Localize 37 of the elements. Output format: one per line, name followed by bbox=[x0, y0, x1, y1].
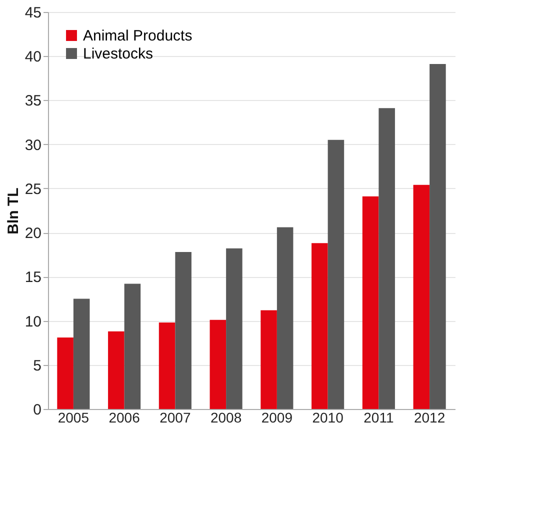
bar bbox=[430, 64, 446, 409]
bar bbox=[73, 298, 90, 409]
y-tick-label: 20 bbox=[24, 225, 42, 242]
bar bbox=[362, 196, 379, 409]
bar bbox=[175, 252, 192, 409]
bar bbox=[226, 248, 242, 409]
bar bbox=[312, 243, 328, 409]
legend-label: Animal Products bbox=[83, 28, 192, 44]
x-tick-label: 2009 bbox=[261, 410, 293, 426]
legend-label: Livestocks bbox=[83, 46, 154, 62]
bar bbox=[378, 108, 395, 409]
bar bbox=[210, 320, 226, 409]
x-tick-label: 2007 bbox=[160, 410, 191, 426]
y-tick-label: 40 bbox=[24, 48, 42, 66]
x-tick-label: 2011 bbox=[364, 410, 394, 426]
y-tick-label: 0 bbox=[33, 402, 42, 418]
x-tick-label: 2008 bbox=[210, 410, 242, 426]
y-tick-label: 10 bbox=[24, 313, 42, 330]
bar bbox=[276, 227, 294, 409]
bar bbox=[124, 284, 141, 409]
x-tick-label: 2010 bbox=[312, 410, 344, 426]
bar bbox=[158, 322, 176, 409]
bar bbox=[260, 310, 277, 409]
x-tick-label: 2006 bbox=[108, 410, 140, 426]
y-axis-title: Bln TL bbox=[4, 188, 22, 234]
x-tick-label: 2012 bbox=[414, 410, 446, 426]
bar bbox=[57, 338, 74, 409]
y-tick-label: 15 bbox=[24, 269, 42, 286]
y-tick-label: 25 bbox=[24, 180, 42, 198]
bar bbox=[413, 184, 430, 409]
bar bbox=[108, 331, 124, 409]
bar bbox=[328, 140, 344, 409]
y-tick-label: 5 bbox=[33, 357, 42, 374]
y-tick-label: 30 bbox=[24, 136, 42, 154]
x-tick-label: 2005 bbox=[58, 410, 90, 426]
y-tick-label: 35 bbox=[24, 92, 42, 110]
y-tick-label: 45 bbox=[24, 4, 42, 22]
